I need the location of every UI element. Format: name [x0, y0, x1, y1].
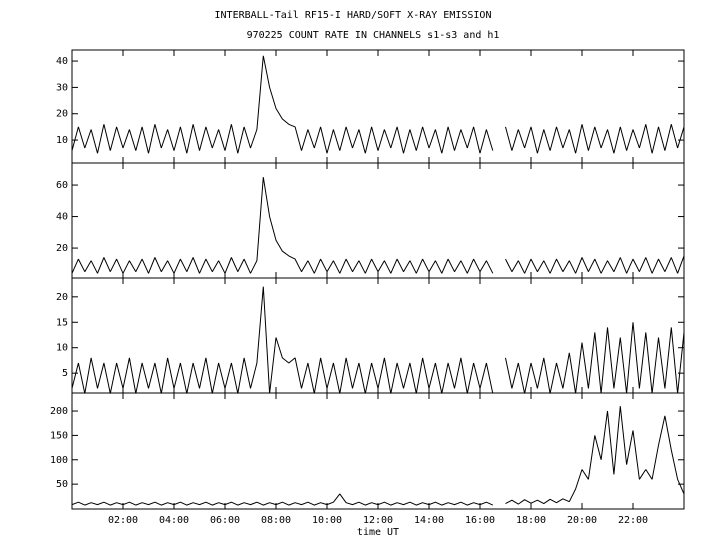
y-tick-label: 10 — [56, 343, 68, 354]
y-tick-label: 15 — [56, 317, 68, 328]
y-tick-label: 40 — [56, 56, 68, 67]
y-tick-label: 40 — [56, 212, 68, 223]
x-tick-label: 12:00 — [363, 515, 393, 526]
y-tick-label: 50 — [56, 479, 68, 490]
data-line — [71, 406, 685, 506]
y-tick-label: 20 — [56, 243, 68, 254]
x-tick-label: 06:00 — [210, 515, 240, 526]
x-tick-label: 02:00 — [108, 515, 138, 526]
y-tick-label: 30 — [56, 82, 68, 93]
data-line — [71, 177, 685, 274]
y-tick-label: 20 — [56, 292, 68, 303]
x-tick-label: 14:00 — [414, 515, 444, 526]
x-tick-label: 18:00 — [516, 515, 546, 526]
data-line — [71, 286, 685, 394]
y-tick-label: 10 — [56, 135, 68, 146]
data-line — [71, 55, 685, 154]
y-tick-label: 200 — [50, 406, 68, 417]
y-tick-label: 5 — [62, 368, 68, 379]
y-tick-label: 20 — [56, 109, 68, 120]
x-tick-label: 10:00 — [312, 515, 342, 526]
y-tick-label: 60 — [56, 180, 68, 191]
chart-title: INTERBALL-Tail RF15-I HARD/SOFT X-RAY EM… — [215, 10, 492, 21]
x-tick-label: 22:00 — [618, 515, 648, 526]
x-axis-label: time UT — [357, 527, 399, 538]
x-tick-label: 08:00 — [261, 515, 291, 526]
chart-subtitle: 970225 COUNT RATE IN CHANNELS s1-s3 and … — [247, 30, 500, 41]
y-tick-label: 150 — [50, 430, 68, 441]
x-tick-label: 16:00 — [465, 515, 495, 526]
x-tick-label: 20:00 — [567, 515, 597, 526]
x-tick-label: 04:00 — [159, 515, 189, 526]
y-tick-label: 100 — [50, 455, 68, 466]
